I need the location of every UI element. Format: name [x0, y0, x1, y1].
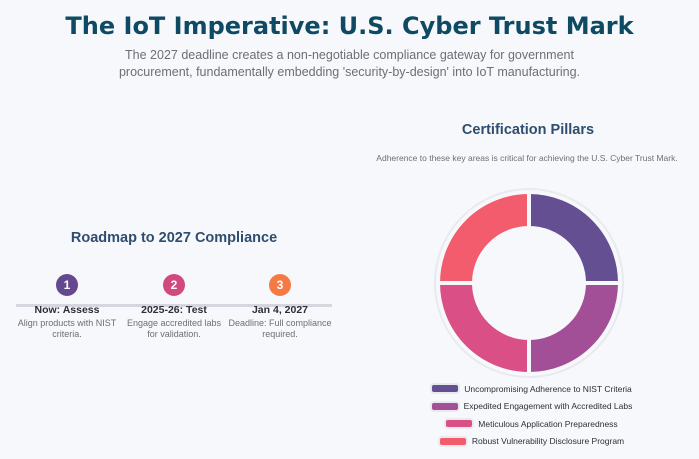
timeline-line	[16, 304, 332, 307]
donut-chart	[434, 188, 624, 378]
donut-hole	[476, 230, 582, 336]
legend-label: Expedited Engagement with Accredited Lab…	[463, 401, 633, 412]
step-description: Deadline: Full compliance required.	[228, 318, 332, 339]
page-title: The IoT Imperative: U.S. Cyber Trust Mar…	[65, 12, 634, 40]
legend-item[interactable]: Robust Vulnerability Disclosure Program	[412, 433, 652, 451]
legend-swatch	[431, 402, 458, 410]
legend-swatch	[432, 385, 459, 393]
step-description: Engage accredited labs for validation.	[126, 318, 222, 339]
legend-label: Uncompromising Adherence to NIST Criteri…	[464, 383, 632, 394]
page-subtitle: The 2027 deadline creates a non-negotiab…	[118, 48, 581, 79]
pillars-title: Certification Pillars	[461, 122, 595, 138]
roadmap-step-2: 2 2025-26: Test Engage accredited labs f…	[114, 274, 234, 340]
step-title: 2025-26: Test	[141, 304, 207, 316]
roadmap-title: Roadmap to 2027 Compliance	[70, 230, 278, 246]
step-number-badge: 2	[163, 274, 185, 296]
step-title: Now: Assess	[34, 304, 100, 316]
legend-item[interactable]: Meticulous Application Preparedness	[412, 415, 652, 433]
legend-label: Robust Vulnerability Disclosure Program	[471, 436, 625, 447]
legend-item[interactable]: Uncompromising Adherence to NIST Criteri…	[412, 380, 652, 398]
roadmap-step-1: 1 Now: Assess Align products with NIST c…	[7, 274, 127, 340]
roadmap-step-3: 3 Jan 4, 2027 Deadline: Full compliance …	[220, 274, 340, 340]
step-number-badge: 3	[269, 274, 291, 296]
donut-slice-4[interactable]	[435, 189, 531, 285]
legend-swatch	[446, 420, 473, 428]
step-number-badge: 1	[56, 274, 78, 296]
chart-legend: Uncompromising Adherence to NIST Criteri…	[412, 380, 652, 450]
step-description: Align products with NIST criteria.	[17, 318, 117, 339]
pillars-description: Adherence to these key areas is critical…	[376, 153, 678, 163]
legend-label: Meticulous Application Preparedness	[478, 418, 618, 429]
legend-item[interactable]: Expedited Engagement with Accredited Lab…	[412, 398, 652, 416]
legend-swatch	[439, 437, 466, 445]
step-title: Jan 4, 2027	[251, 304, 309, 316]
